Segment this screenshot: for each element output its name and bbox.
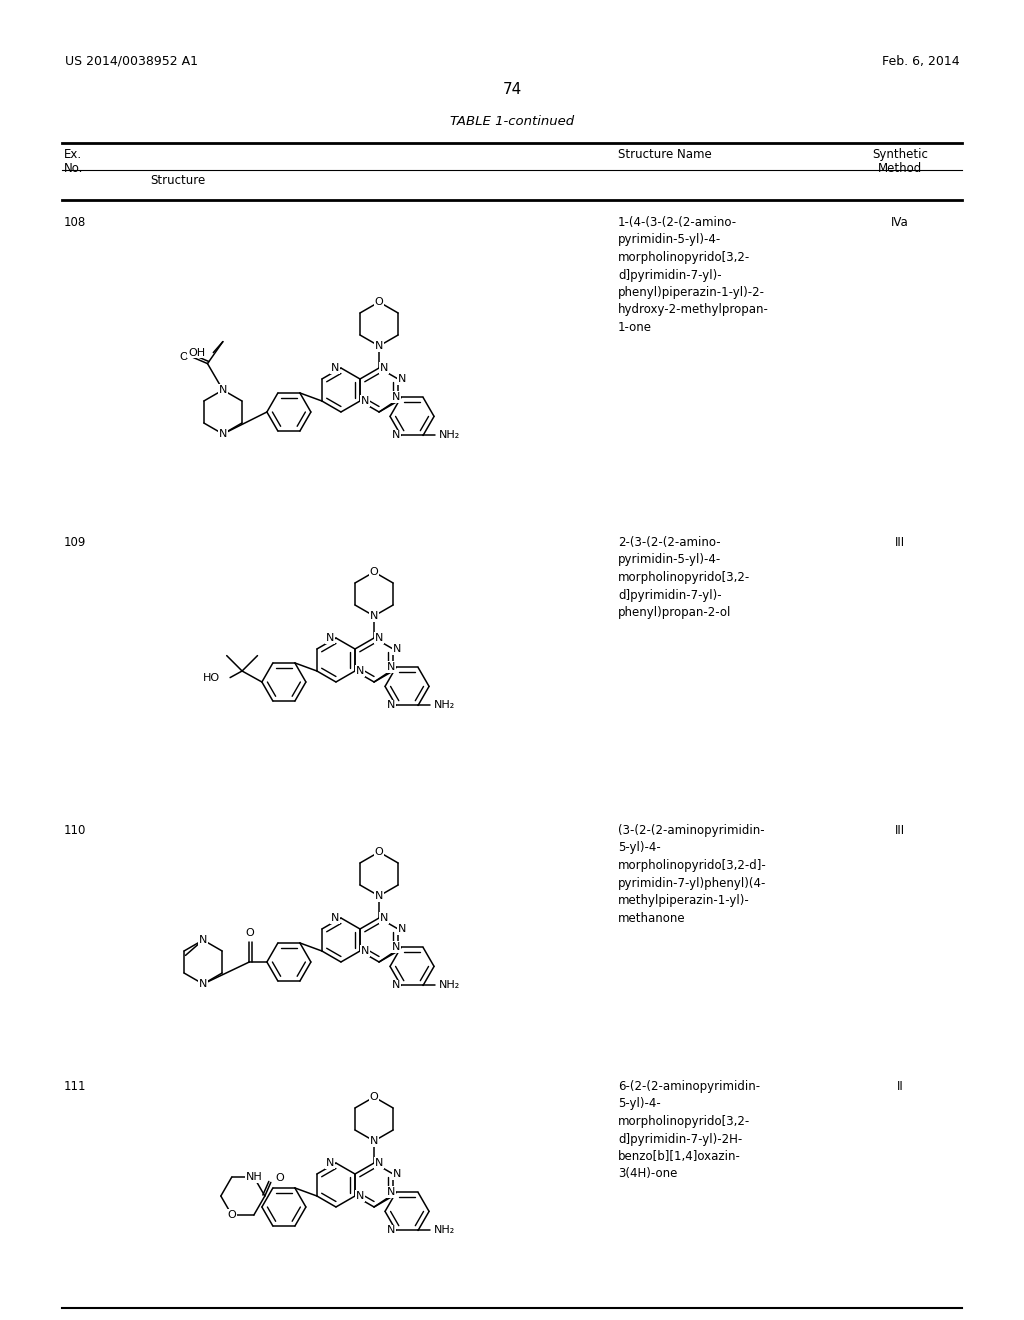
Text: N: N	[380, 363, 388, 374]
Text: 111: 111	[63, 1080, 86, 1093]
Text: N: N	[361, 396, 370, 407]
Text: NH₂: NH₂	[439, 981, 461, 990]
Text: N: N	[199, 979, 207, 989]
Text: N: N	[391, 430, 400, 441]
Text: 6-(2-(2-aminopyrimidin-
5-yl)-4-
morpholinopyrido[3,2-
d]pyrimidin-7-yl)-2H-
ben: 6-(2-(2-aminopyrimidin- 5-yl)-4- morphol…	[618, 1080, 760, 1180]
Text: N: N	[219, 429, 227, 440]
Text: N: N	[326, 1158, 334, 1168]
Text: II: II	[897, 1080, 903, 1093]
Text: Structure: Structure	[150, 174, 205, 187]
Text: O: O	[375, 297, 383, 308]
Text: IVa: IVa	[891, 216, 909, 228]
Text: (3-(2-(2-aminopyrimidin-
5-yl)-4-
morpholinopyrido[3,2-d]-
pyrimidin-7-yl)phenyl: (3-(2-(2-aminopyrimidin- 5-yl)-4- morpho…	[618, 824, 767, 924]
Text: N: N	[387, 701, 395, 710]
Text: Feb. 6, 2014: Feb. 6, 2014	[883, 55, 961, 69]
Text: N: N	[219, 385, 227, 395]
Text: O: O	[375, 847, 383, 857]
Text: N: N	[387, 663, 395, 672]
Text: 108: 108	[63, 216, 86, 228]
Text: N: N	[370, 1137, 378, 1146]
Text: O: O	[227, 1210, 237, 1220]
Text: No.: No.	[63, 162, 83, 176]
Text: N: N	[398, 924, 407, 935]
Text: N: N	[361, 946, 370, 956]
Text: N: N	[387, 1188, 395, 1197]
Text: III: III	[895, 824, 905, 837]
Text: N: N	[393, 644, 401, 653]
Text: Method: Method	[878, 162, 923, 176]
Text: N: N	[380, 913, 388, 923]
Text: N: N	[356, 1191, 365, 1201]
Text: O: O	[275, 1173, 285, 1184]
Text: N: N	[331, 363, 339, 374]
Text: N: N	[387, 1225, 395, 1236]
Text: N: N	[331, 913, 339, 923]
Text: 74: 74	[503, 82, 521, 96]
Text: N: N	[199, 935, 207, 945]
Text: III: III	[895, 536, 905, 549]
Text: O: O	[179, 352, 188, 362]
Text: Structure Name: Structure Name	[618, 148, 712, 161]
Text: TABLE 1-continued: TABLE 1-continued	[450, 115, 574, 128]
Text: Synthetic: Synthetic	[872, 148, 928, 161]
Text: N: N	[391, 942, 400, 952]
Text: N: N	[393, 1170, 401, 1179]
Text: N: N	[391, 392, 400, 403]
Text: 109: 109	[63, 536, 86, 549]
Text: O: O	[245, 928, 254, 939]
Text: HO: HO	[203, 673, 220, 682]
Text: N: N	[375, 891, 383, 902]
Text: N: N	[326, 634, 334, 643]
Text: NH₂: NH₂	[434, 701, 456, 710]
Text: 110: 110	[63, 824, 86, 837]
Text: N: N	[391, 981, 400, 990]
Text: N: N	[398, 374, 407, 384]
Text: NH: NH	[246, 1172, 262, 1181]
Text: Ex.: Ex.	[63, 148, 82, 161]
Text: US 2014/0038952 A1: US 2014/0038952 A1	[65, 55, 198, 69]
Text: 1-(4-(3-(2-(2-amino-
pyrimidin-5-yl)-4-
morpholinopyrido[3,2-
d]pyrimidin-7-yl)-: 1-(4-(3-(2-(2-amino- pyrimidin-5-yl)-4- …	[618, 216, 769, 334]
Text: N: N	[356, 667, 365, 676]
Text: N: N	[375, 1158, 383, 1168]
Text: O: O	[370, 568, 379, 577]
Text: N: N	[375, 634, 383, 643]
Text: N: N	[375, 341, 383, 351]
Text: 2-(3-(2-(2-amino-
pyrimidin-5-yl)-4-
morpholinopyrido[3,2-
d]pyrimidin-7-yl)-
ph: 2-(3-(2-(2-amino- pyrimidin-5-yl)-4- mor…	[618, 536, 751, 619]
Text: NH₂: NH₂	[434, 1225, 456, 1236]
Text: OH: OH	[188, 347, 205, 358]
Text: NH₂: NH₂	[439, 430, 461, 441]
Text: N: N	[370, 611, 378, 620]
Text: O: O	[370, 1092, 379, 1102]
